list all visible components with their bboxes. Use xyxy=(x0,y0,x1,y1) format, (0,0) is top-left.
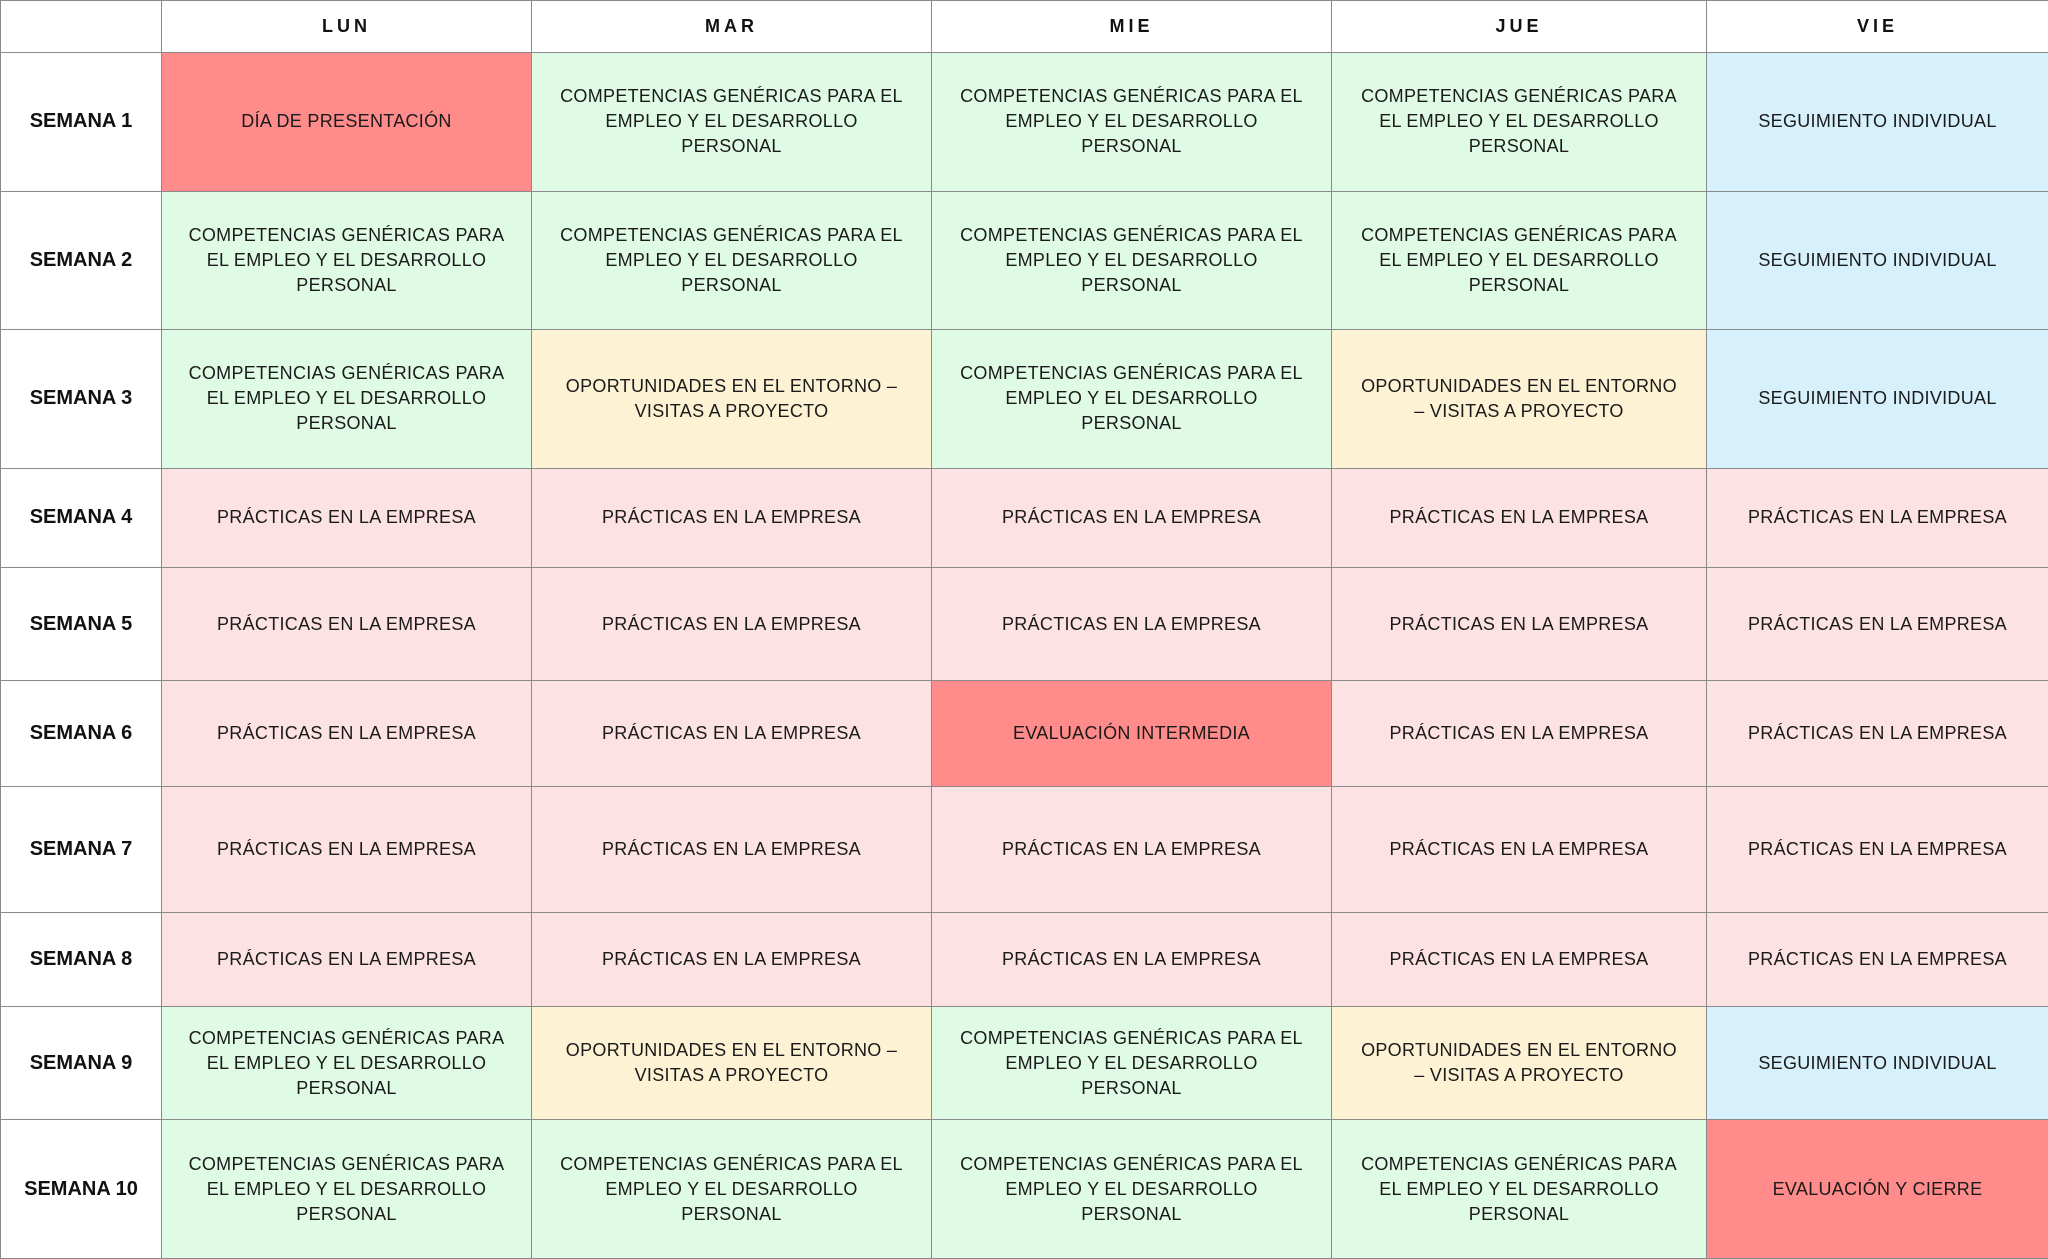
schedule-body: SEMANA 1 DÍA DE PRESENTACIÓN COMPETENCIAS … xyxy=(0,52,2048,1259)
activity-cell: PRÁCTICAS EN LA EMPRESA xyxy=(1331,680,1707,788)
activity-cell: OPORTUNIDADES EN EL ENTORNO – VISITAS A … xyxy=(1331,329,1707,469)
activity-cell: PRÁCTICAS EN LA EMPRESA xyxy=(931,786,1332,913)
activity-cell: PRÁCTICAS EN LA EMPRESA xyxy=(1331,566,1707,682)
activity-cell: PRÁCTICAS EN LA EMPRESA xyxy=(931,467,1332,568)
schedule-header: LUN MAR MIE JUE VIE xyxy=(0,0,2048,53)
corner-cell xyxy=(0,0,162,53)
week-label: SEMANA 3 xyxy=(0,329,162,469)
day-header-mar: MAR xyxy=(531,0,932,53)
activity-cell: COMPETENCIAS GENÉRICAS PARA EL EMPLEO Y … xyxy=(931,1119,1332,1259)
activity-cell: PRÁCTICAS EN LA EMPRESA xyxy=(931,566,1332,682)
week-label: SEMANA 6 xyxy=(0,680,162,788)
activity-cell: PRÁCTICAS EN LA EMPRESA xyxy=(1706,911,2048,1007)
activity-cell: PRÁCTICAS EN LA EMPRESA xyxy=(161,566,532,682)
week-row: SEMANA 5 PRÁCTICAS EN LA EMPRESA PRÁCTICAS… xyxy=(0,566,2048,682)
week-row: SEMANA 4 PRÁCTICAS EN LA EMPRESA PRÁCTICAS… xyxy=(0,467,2048,568)
week-row: SEMANA 6 PRÁCTICAS EN LA EMPRESA PRÁCTICAS… xyxy=(0,680,2048,788)
week-label: SEMANA 2 xyxy=(0,190,162,330)
week-row: SEMANA 2 COMPETENCIAS GENÉRICAS PARA EL E… xyxy=(0,190,2048,330)
activity-cell: EVALUACIÓN INTERMEDIA xyxy=(931,680,1332,788)
activity-cell: PRÁCTICAS EN LA EMPRESA xyxy=(1706,467,2048,568)
activity-cell: PRÁCTICAS EN LA EMPRESA xyxy=(161,680,532,788)
day-header-jue: JUE xyxy=(1331,0,1707,53)
activity-cell: COMPETENCIAS GENÉRICAS PARA EL EMPLEO Y … xyxy=(931,1005,1332,1121)
week-label: SEMANA 9 xyxy=(0,1005,162,1121)
week-row: SEMANA 9 COMPETENCIAS GENÉRICAS PARA EL E… xyxy=(0,1005,2048,1121)
activity-cell: COMPETENCIAS GENÉRICAS PARA EL EMPLEO Y … xyxy=(531,1119,932,1259)
activity-cell: COMPETENCIAS GENÉRICAS PARA EL EMPLEO Y … xyxy=(531,190,932,330)
week-label: SEMANA 4 xyxy=(0,467,162,568)
activity-cell: EVALUACIÓN Y CIERRE xyxy=(1706,1119,2048,1259)
activity-cell: COMPETENCIAS GENÉRICAS PARA EL EMPLEO Y … xyxy=(931,329,1332,469)
activity-cell: PRÁCTICAS EN LA EMPRESA xyxy=(531,680,932,788)
week-label: SEMANA 1 xyxy=(0,52,162,192)
activity-cell: COMPETENCIAS GENÉRICAS PARA EL EMPLEO Y … xyxy=(931,190,1332,330)
activity-cell: DÍA DE PRESENTACIÓN xyxy=(161,52,532,192)
day-header-vie: VIE xyxy=(1706,0,2048,53)
activity-cell: COMPETENCIAS GENÉRICAS PARA EL EMPLEO Y … xyxy=(1331,190,1707,330)
activity-cell: PRÁCTICAS EN LA EMPRESA xyxy=(161,786,532,913)
activity-cell: OPORTUNIDADES EN EL ENTORNO – VISITAS A … xyxy=(531,329,932,469)
week-row: SEMANA 10 COMPETENCIAS GENÉRICAS PARA EL … xyxy=(0,1119,2048,1259)
activity-cell: OPORTUNIDADES EN EL ENTORNO – VISITAS A … xyxy=(531,1005,932,1121)
week-label: SEMANA 8 xyxy=(0,911,162,1007)
activity-cell: PRÁCTICAS EN LA EMPRESA xyxy=(931,911,1332,1007)
activity-cell: PRÁCTICAS EN LA EMPRESA xyxy=(1706,680,2048,788)
activity-cell: SEGUIMIENTO INDIVIDUAL xyxy=(1706,1005,2048,1121)
week-label: SEMANA 10 xyxy=(0,1119,162,1259)
activity-cell: PRÁCTICAS EN LA EMPRESA xyxy=(1331,786,1707,913)
activity-cell: OPORTUNIDADES EN EL ENTORNO – VISITAS A … xyxy=(1331,1005,1707,1121)
activity-cell: PRÁCTICAS EN LA EMPRESA xyxy=(1331,467,1707,568)
activity-cell: COMPETENCIAS GENÉRICAS PARA EL EMPLEO Y … xyxy=(161,190,532,330)
week-label: SEMANA 7 xyxy=(0,786,162,913)
activity-cell: SEGUIMIENTO INDIVIDUAL xyxy=(1706,52,2048,192)
activity-cell: COMPETENCIAS GENÉRICAS PARA EL EMPLEO Y … xyxy=(531,52,932,192)
activity-cell: PRÁCTICAS EN LA EMPRESA xyxy=(1331,911,1707,1007)
week-row: SEMANA 3 COMPETENCIAS GENÉRICAS PARA EL E… xyxy=(0,329,2048,469)
header-row: LUN MAR MIE JUE VIE xyxy=(0,0,2048,53)
day-header-lun: LUN xyxy=(161,0,532,53)
activity-cell: PRÁCTICAS EN LA EMPRESA xyxy=(531,911,932,1007)
activity-cell: PRÁCTICAS EN LA EMPRESA xyxy=(1706,566,2048,682)
activity-cell: COMPETENCIAS GENÉRICAS PARA EL EMPLEO Y … xyxy=(931,52,1332,192)
activity-cell: COMPETENCIAS GENÉRICAS PARA EL EMPLEO Y … xyxy=(161,1119,532,1259)
day-header-mie: MIE xyxy=(931,0,1332,53)
week-label: SEMANA 5 xyxy=(0,566,162,682)
activity-cell: PRÁCTICAS EN LA EMPRESA xyxy=(161,911,532,1007)
week-row: SEMANA 7 PRÁCTICAS EN LA EMPRESA PRÁCTICAS… xyxy=(0,786,2048,913)
activity-cell: COMPETENCIAS GENÉRICAS PARA EL EMPLEO Y … xyxy=(161,1005,532,1121)
week-row: SEMANA 1 DÍA DE PRESENTACIÓN COMPETENCIAS … xyxy=(0,52,2048,192)
activity-cell: COMPETENCIAS GENÉRICAS PARA EL EMPLEO Y … xyxy=(1331,1119,1707,1259)
activity-cell: PRÁCTICAS EN LA EMPRESA xyxy=(531,467,932,568)
activity-cell: COMPETENCIAS GENÉRICAS PARA EL EMPLEO Y … xyxy=(1331,52,1707,192)
activity-cell: PRÁCTICAS EN LA EMPRESA xyxy=(531,786,932,913)
activity-cell: SEGUIMIENTO INDIVIDUAL xyxy=(1706,329,2048,469)
activity-cell: COMPETENCIAS GENÉRICAS PARA EL EMPLEO Y … xyxy=(161,329,532,469)
activity-cell: PRÁCTICAS EN LA EMPRESA xyxy=(1706,786,2048,913)
week-row: SEMANA 8 PRÁCTICAS EN LA EMPRESA PRÁCTICAS… xyxy=(0,911,2048,1007)
activity-cell: PRÁCTICAS EN LA EMPRESA xyxy=(161,467,532,568)
activity-cell: SEGUIMIENTO INDIVIDUAL xyxy=(1706,190,2048,330)
activity-cell: PRÁCTICAS EN LA EMPRESA xyxy=(531,566,932,682)
